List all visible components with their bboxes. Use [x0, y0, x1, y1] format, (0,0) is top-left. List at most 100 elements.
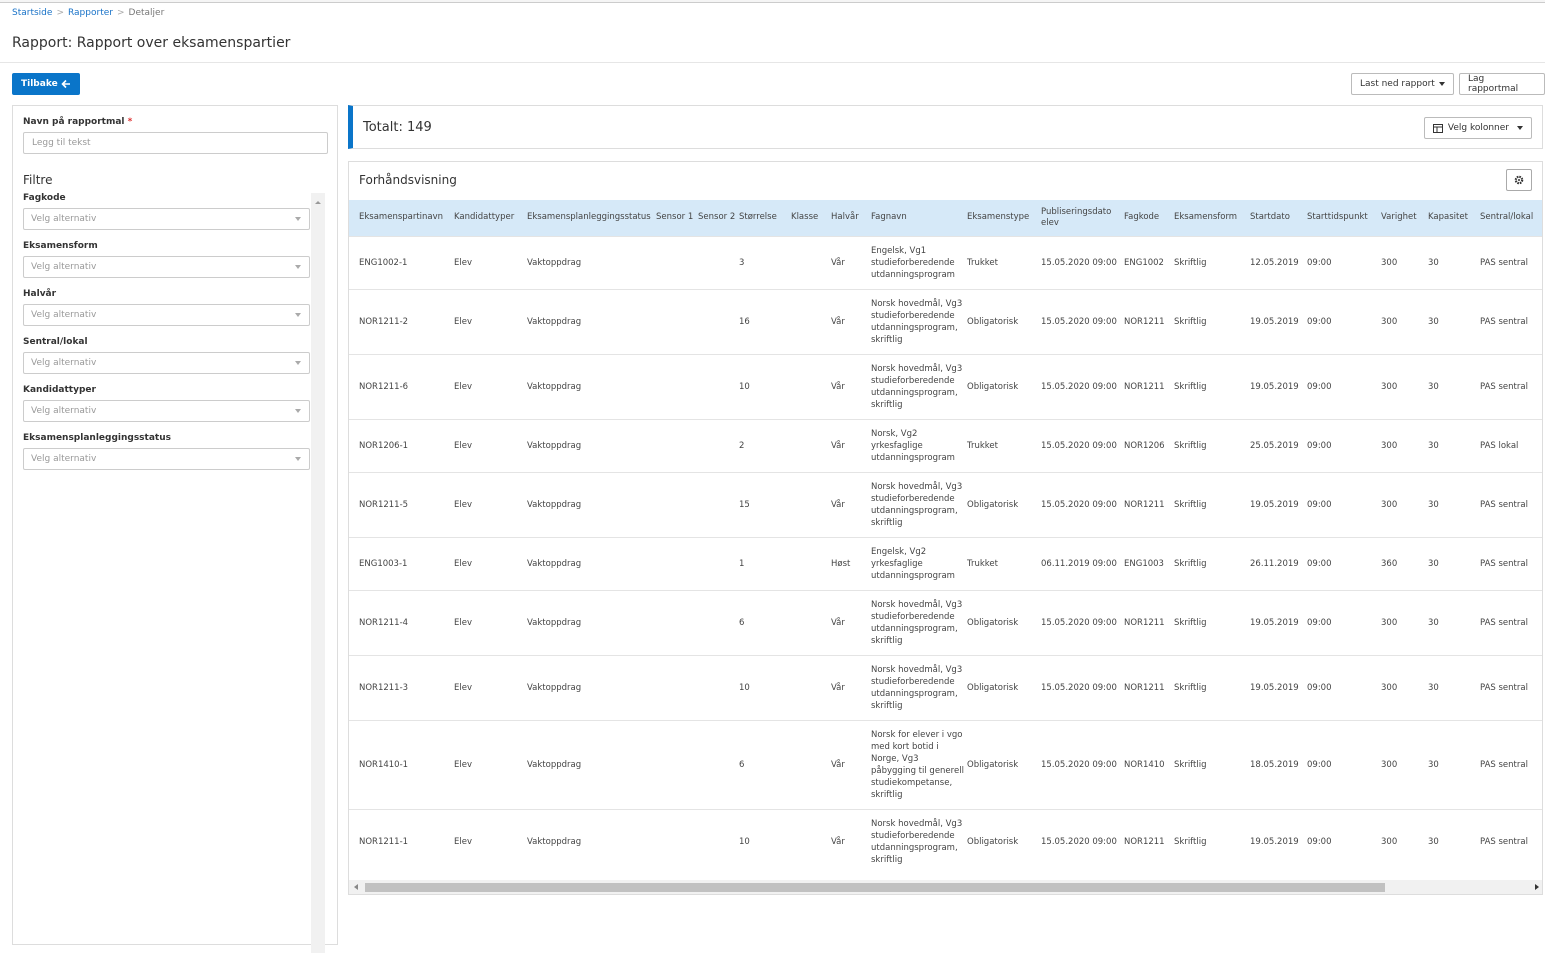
table-cell: Trukket [967, 235, 1041, 289]
table-cell: PAS sentral [1480, 808, 1542, 874]
select[interactable]: Velg alternativ [23, 304, 310, 326]
table-cell: 6 [739, 719, 791, 809]
column-header: Halvår [831, 200, 871, 236]
table-cell: 09:00 [1307, 589, 1381, 655]
table-cell: 300 [1381, 288, 1428, 354]
column-header: Klasse [791, 200, 831, 236]
empty-cell [791, 654, 831, 720]
column-header: Sensor 2 [698, 200, 739, 236]
table-cell: Vår [831, 719, 871, 809]
empty-cell [656, 654, 698, 720]
table-cell: Vår [831, 654, 871, 720]
column-header: Starttidspunkt [1307, 200, 1381, 236]
table-cell: 12.05.2019 [1250, 235, 1307, 289]
scroll-left [354, 884, 358, 890]
table-cell: Elev [454, 589, 527, 655]
empty-cell [791, 536, 831, 590]
table-cell: Elev [454, 418, 527, 472]
empty-cell [656, 719, 698, 809]
table-cell: 30 [1428, 719, 1480, 809]
table-cell: Vaktoppdrag [527, 654, 656, 720]
crumb-link[interactable]: Rapporter [67, 8, 113, 18]
table-cell: NOR1211-2 [349, 288, 454, 354]
caret [1438, 82, 1445, 86]
empty-cell [698, 719, 739, 809]
table-cell: 15.05.2020 09:00 [1041, 288, 1124, 354]
table-cell: PAS sentral [1480, 353, 1542, 419]
scroll-thumb[interactable] [365, 883, 1385, 892]
table-cell: 15.05.2020 09:00 [1041, 353, 1124, 419]
column-header: Eksamensplanleggingsstatus [527, 200, 656, 236]
table-cell: NOR1206-1 [349, 418, 454, 472]
column-header: Kapasitet [1428, 200, 1480, 236]
table-cell: Vaktoppdrag [527, 235, 656, 289]
filter-label: Eksamensplanleggingsstatus [23, 433, 171, 443]
field-label: Navn på rapportmal * [23, 117, 132, 127]
column-header: Eksamensform [1174, 200, 1250, 236]
preview-panel: Forhåndsvisning Eksamenspartinavn Kandida… [348, 161, 1543, 895]
table-row: NOR1211-5 Elev Vaktoppdrag 15 Vår Norsk hoved… [349, 471, 1542, 537]
table-cell: ENG1003 [1124, 536, 1174, 590]
table-cell: 360 [1381, 536, 1428, 590]
table-cell: PAS sentral [1480, 589, 1542, 655]
horizontal-scrollbar[interactable] [349, 880, 1542, 894]
table-cell: 30 [1428, 235, 1480, 289]
empty-cell [791, 418, 831, 472]
table-cell: Elev [454, 353, 527, 419]
select[interactable]: Velg alternativ [23, 208, 310, 230]
column-header: Fagkode [1124, 200, 1174, 236]
caret [295, 217, 301, 221]
back-button[interactable]: Tilbake [12, 73, 80, 95]
table-cell: Skriftlig [1174, 353, 1250, 419]
total-text: Totalt: 149 [363, 120, 432, 135]
table-cell: 15.05.2020 09:00 [1041, 418, 1124, 472]
empty-cell [791, 353, 831, 419]
placeholder: Velg alternativ [31, 406, 97, 416]
table-row: NOR1211-2 Elev Vaktoppdrag 16 Vår Norsk hoved… [349, 288, 1542, 354]
download-button[interactable]: Last ned rapport [1351, 73, 1454, 95]
column-header: Størrelse [739, 200, 791, 236]
table-cell: Trukket [967, 536, 1041, 590]
empty-cell [698, 288, 739, 354]
placeholder: Velg alternativ [31, 358, 97, 368]
table-cell: NOR1211 [1124, 808, 1174, 874]
template-button[interactable]: Lag rapportmal [1459, 73, 1545, 95]
table-cell: Skriftlig [1174, 589, 1250, 655]
select[interactable]: Velg alternativ [23, 352, 310, 374]
empty-cell [698, 235, 739, 289]
select[interactable]: Velg alternativ [23, 448, 310, 470]
table-cell: 09:00 [1307, 353, 1381, 419]
settings-button[interactable] [1506, 169, 1532, 191]
table-cell: Vaktoppdrag [527, 418, 656, 472]
column-header: Startdato [1250, 200, 1307, 236]
required-mark: * [127, 117, 133, 127]
select[interactable]: Velg alternativ [23, 256, 310, 278]
table-cell: Vaktoppdrag [527, 719, 656, 809]
table-cell: 15.05.2020 09:00 [1041, 719, 1124, 809]
text-input[interactable]: Legg til tekst [23, 132, 328, 154]
table-cell: 09:00 [1307, 418, 1381, 472]
columns-button[interactable]: Velg kolonner [1423, 117, 1532, 139]
table-cell: Skriftlig [1174, 654, 1250, 720]
column-header: Sensor 1 [656, 200, 698, 236]
column-header: Fagnavn [871, 200, 967, 236]
button-text: Velg kolonner [1447, 123, 1509, 133]
empty-cell [656, 235, 698, 289]
empty-cell [791, 235, 831, 289]
table-cell: Vaktoppdrag [527, 288, 656, 354]
caret [295, 361, 301, 365]
table-cell: Elev [454, 536, 527, 590]
table-cell: 09:00 [1307, 235, 1381, 289]
table-cell: Norsk hovedmål, Vg3 studieforberedende u… [871, 808, 967, 874]
crumb-link[interactable]: Startside [12, 8, 53, 18]
panel-title: Forhåndsvisning [359, 173, 457, 187]
select[interactable]: Velg alternativ [23, 400, 310, 422]
table-cell: Vår [831, 808, 871, 874]
table-cell: Skriftlig [1174, 235, 1250, 289]
table-cell: 2 [739, 418, 791, 472]
caret [1517, 126, 1523, 130]
scrollbar[interactable] [311, 193, 325, 953]
table-cell: 10 [739, 353, 791, 419]
table-cell: 10 [739, 808, 791, 874]
table-cell: 06.11.2019 09:00 [1041, 536, 1124, 590]
